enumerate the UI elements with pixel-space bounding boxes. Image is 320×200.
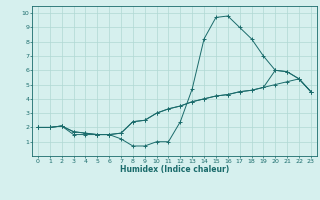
X-axis label: Humidex (Indice chaleur): Humidex (Indice chaleur) (120, 165, 229, 174)
